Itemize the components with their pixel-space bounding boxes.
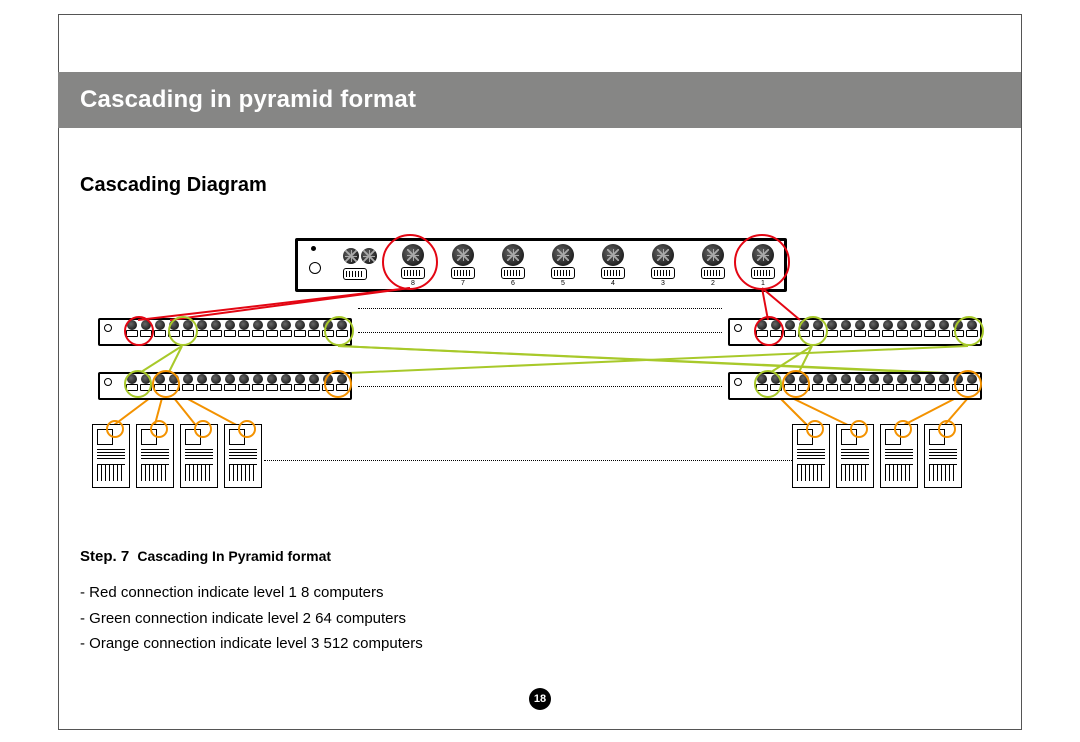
highlight-circle-green [124,370,152,398]
highlight-circle-red [734,234,790,290]
legend-red: - Red connection indicate level 1 8 comp… [80,580,423,606]
highlight-circle-orange [806,420,824,438]
port-group: 2 [691,244,735,287]
port-group: 5 [541,244,585,287]
highlight-circle-orange [782,370,810,398]
highlight-circle-red [754,316,784,346]
legend: - Red connection indicate level 1 8 comp… [80,580,423,657]
highlight-circle-orange [938,420,956,438]
highlight-circle-green [798,316,828,346]
port-group: 6 [491,244,535,287]
diagram-subtitle: Cascading Diagram [80,174,267,197]
master-switch: 87654321 [295,238,787,292]
page-number: 18 [529,688,551,710]
highlight-circle-orange [150,420,168,438]
highlight-circle-orange [894,420,912,438]
highlight-circle-orange [324,370,352,398]
highlight-circle-orange [106,420,124,438]
highlight-circle-orange [238,420,256,438]
dotted-row [264,460,800,461]
port-group: 4 [591,244,635,287]
dotted-row [358,332,722,333]
legend-green: - Green connection indicate level 2 64 c… [80,606,423,632]
highlight-circle-red [382,234,438,290]
step-caption: Step. 7 Cascading In Pyramid format [80,548,331,565]
highlight-circle-orange [194,420,212,438]
port-group: 3 [641,244,685,287]
highlight-circle-green [324,316,354,346]
highlight-circle-orange [152,370,180,398]
highlight-circle-red [124,316,154,346]
highlight-circle-orange [850,420,868,438]
highlight-circle-green [954,316,984,346]
highlight-circle-orange [954,370,982,398]
title-bar: Cascading in pyramid format [58,72,1021,128]
port-group: 7 [441,244,485,287]
page-title: Cascading in pyramid format [80,86,416,114]
highlight-circle-green [168,316,198,346]
step-number: Step. 7 [80,548,129,565]
legend-orange: - Orange connection indicate level 3 512… [80,631,423,657]
dotted-row [358,386,722,387]
highlight-circle-green [754,370,782,398]
step-text: Cascading In Pyramid format [137,548,331,564]
cascading-diagram: 87654321 [80,220,1000,510]
dotted-row [358,308,722,309]
